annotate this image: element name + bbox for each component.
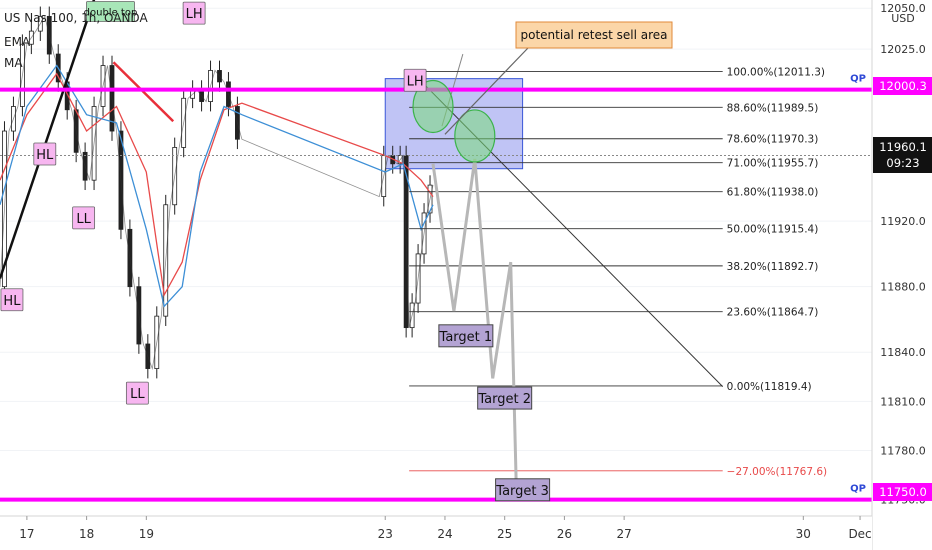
qp-upper-price-text: 12000.3 xyxy=(879,79,927,93)
trendline[interactable] xyxy=(112,61,175,123)
date-axis[interactable]: 17 18 19 23 24 25 26 27 30 Dec xyxy=(0,515,872,550)
target-label: Target 1 xyxy=(439,330,493,345)
chart-header: US Nas 100, 1h, OANDA EMA MA xyxy=(4,11,148,70)
structure-label-box xyxy=(403,68,427,92)
price-tick-label: 11810.0 xyxy=(880,395,926,408)
price-tick-label: 11920.0 xyxy=(880,215,926,228)
callout-box[interactable] xyxy=(515,21,673,49)
structure-label-box xyxy=(72,206,96,230)
plot-area[interactable]: 100.00%(12011.3) 88.60%(11989.5) 78.60%(11… xyxy=(0,0,872,502)
target-label: Target 3 xyxy=(495,484,549,499)
symbol-title: US Nas 100, 1h, OANDA xyxy=(4,11,148,25)
current-price-badge xyxy=(873,137,932,173)
structure-label-box xyxy=(86,1,135,22)
target-box[interactable] xyxy=(495,478,551,502)
structure-label: LL xyxy=(76,212,91,227)
fib-level-label: 78.60%(11970.3) xyxy=(727,134,819,146)
target-box[interactable] xyxy=(477,386,533,410)
fib-level-label: 100.00%(12011.3) xyxy=(727,67,825,79)
ma-legend[interactable]: MA xyxy=(4,56,23,70)
sell-zone-box[interactable] xyxy=(384,78,524,170)
projected-path[interactable] xyxy=(431,158,519,500)
fib-level-label: 71.00%(11955.7) xyxy=(727,158,819,170)
target-box[interactable] xyxy=(438,324,494,348)
structure-label-box xyxy=(33,142,57,166)
target-label: Target 2 xyxy=(477,392,531,407)
qp-lower-price-text: 11750.0 xyxy=(879,485,927,499)
date-tick-label: 26 xyxy=(557,527,572,541)
fib-level-label: −27.00%(11767.6) xyxy=(727,466,827,478)
price-tick-label: 11840.0 xyxy=(880,346,926,359)
structure-label: double top xyxy=(84,7,138,18)
structure-label-box xyxy=(0,288,24,312)
date-tick-label: 25 xyxy=(497,527,512,541)
current-price-text: 11960.1 xyxy=(879,140,927,154)
fib-level-label: 88.60%(11989.5) xyxy=(727,102,819,114)
date-tick-label: 23 xyxy=(378,527,393,541)
qp-upper-price-badge xyxy=(873,77,932,95)
qp-marker: QP xyxy=(850,484,866,495)
price-tick-label: 12050.0 xyxy=(880,2,926,15)
fib-level-label: 0.00%(11819.4) xyxy=(727,381,812,393)
price-scale-currency: USD xyxy=(891,12,915,25)
date-tick-label: 27 xyxy=(616,527,631,541)
qp-marker: QP xyxy=(850,74,866,85)
price-tick-label: 11880.0 xyxy=(880,281,926,294)
date-tick-label: 17 xyxy=(19,527,34,541)
price-scale[interactable]: 12050.0 12025.0 11920.0 11880.0 11840.0 11810… xyxy=(871,0,932,550)
bar-countdown-text: 09:23 xyxy=(886,156,919,170)
ema-legend[interactable]: EMA xyxy=(4,35,31,49)
date-tick-label: Dec xyxy=(848,527,871,541)
price-series-line[interactable] xyxy=(0,15,434,371)
price-tick-label: 12025.0 xyxy=(880,43,926,56)
fib-level-label: 23.60%(11864.7) xyxy=(727,307,819,319)
qp-lower-price-badge xyxy=(873,483,932,501)
structure-label: HL xyxy=(36,148,54,163)
fib-level-label: 38.20%(11892.7) xyxy=(727,261,819,273)
structure-label: HL xyxy=(3,294,21,309)
structure-label: LH xyxy=(407,74,424,89)
date-tick-label: 24 xyxy=(437,527,452,541)
retest-circle[interactable] xyxy=(412,79,454,134)
callout-pointer xyxy=(444,47,529,135)
callout-text: potential retest sell area xyxy=(521,28,668,42)
structure-label: LL xyxy=(130,387,145,402)
structure-label-box xyxy=(182,1,206,25)
trendline[interactable] xyxy=(0,0,96,279)
date-tick-label: 19 xyxy=(139,527,154,541)
date-tick-label: 30 xyxy=(796,527,811,541)
retest-circle[interactable] xyxy=(454,109,496,163)
structure-label: LH xyxy=(186,7,203,22)
date-tick-label: 18 xyxy=(79,527,94,541)
fib-level-label: 61.80%(11938.0) xyxy=(727,187,819,199)
fib-level-label: 50.00%(11915.4) xyxy=(727,224,819,236)
ma-line[interactable] xyxy=(0,72,434,297)
structure-label-box xyxy=(125,381,149,405)
price-tick-label: 11780.0 xyxy=(880,444,926,457)
